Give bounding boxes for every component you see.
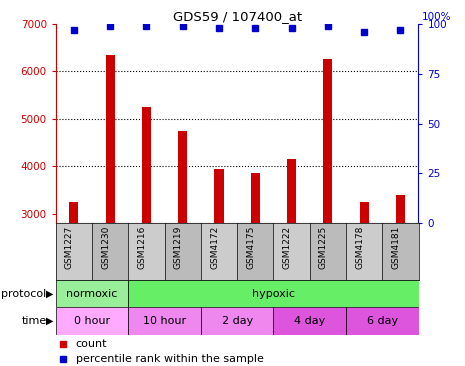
Text: GSM4178: GSM4178 bbox=[355, 226, 364, 269]
Text: time: time bbox=[21, 316, 46, 326]
Bar bbox=[201, 307, 273, 335]
Bar bbox=[214, 169, 224, 223]
Bar bbox=[92, 223, 128, 280]
Bar bbox=[251, 173, 260, 223]
Bar bbox=[359, 202, 369, 223]
Bar bbox=[142, 107, 151, 223]
Text: count: count bbox=[76, 339, 107, 348]
Bar bbox=[310, 223, 346, 280]
Text: ▶: ▶ bbox=[46, 316, 53, 326]
Text: GSM1230: GSM1230 bbox=[101, 226, 110, 269]
Title: GDS59 / 107400_at: GDS59 / 107400_at bbox=[173, 10, 302, 23]
Bar bbox=[56, 223, 92, 280]
Text: GSM1219: GSM1219 bbox=[174, 226, 183, 269]
Text: GSM4175: GSM4175 bbox=[246, 226, 255, 269]
Bar bbox=[323, 59, 332, 223]
Bar bbox=[165, 223, 201, 280]
Text: 10 hour: 10 hour bbox=[143, 316, 186, 326]
Bar bbox=[237, 223, 273, 280]
Text: hypoxic: hypoxic bbox=[252, 289, 295, 299]
Text: GSM1216: GSM1216 bbox=[138, 226, 146, 269]
Text: GSM1225: GSM1225 bbox=[319, 226, 328, 269]
Text: 6 day: 6 day bbox=[367, 316, 398, 326]
Text: 0 hour: 0 hour bbox=[74, 316, 110, 326]
Bar bbox=[69, 202, 79, 223]
Bar bbox=[56, 280, 128, 307]
Text: GSM4181: GSM4181 bbox=[392, 226, 400, 269]
Text: 4 day: 4 day bbox=[294, 316, 326, 326]
Bar bbox=[396, 195, 405, 223]
Bar bbox=[128, 280, 418, 307]
Bar bbox=[178, 131, 187, 223]
Text: protocol: protocol bbox=[1, 289, 47, 299]
Bar bbox=[128, 307, 201, 335]
Text: 100%: 100% bbox=[422, 12, 452, 22]
Bar bbox=[273, 223, 310, 280]
Text: GSM1227: GSM1227 bbox=[65, 226, 74, 269]
Bar bbox=[287, 159, 296, 223]
Bar bbox=[346, 223, 382, 280]
Text: 2 day: 2 day bbox=[221, 316, 253, 326]
Bar bbox=[106, 55, 115, 223]
Bar bbox=[382, 223, 418, 280]
Text: GSM4172: GSM4172 bbox=[210, 226, 219, 269]
Text: normoxic: normoxic bbox=[66, 289, 118, 299]
Text: ▶: ▶ bbox=[46, 289, 53, 299]
Bar bbox=[201, 223, 237, 280]
Bar bbox=[346, 307, 418, 335]
Bar bbox=[273, 307, 346, 335]
Text: percentile rank within the sample: percentile rank within the sample bbox=[76, 354, 264, 364]
Bar bbox=[128, 223, 165, 280]
Bar bbox=[56, 307, 128, 335]
Text: GSM1222: GSM1222 bbox=[283, 226, 292, 269]
